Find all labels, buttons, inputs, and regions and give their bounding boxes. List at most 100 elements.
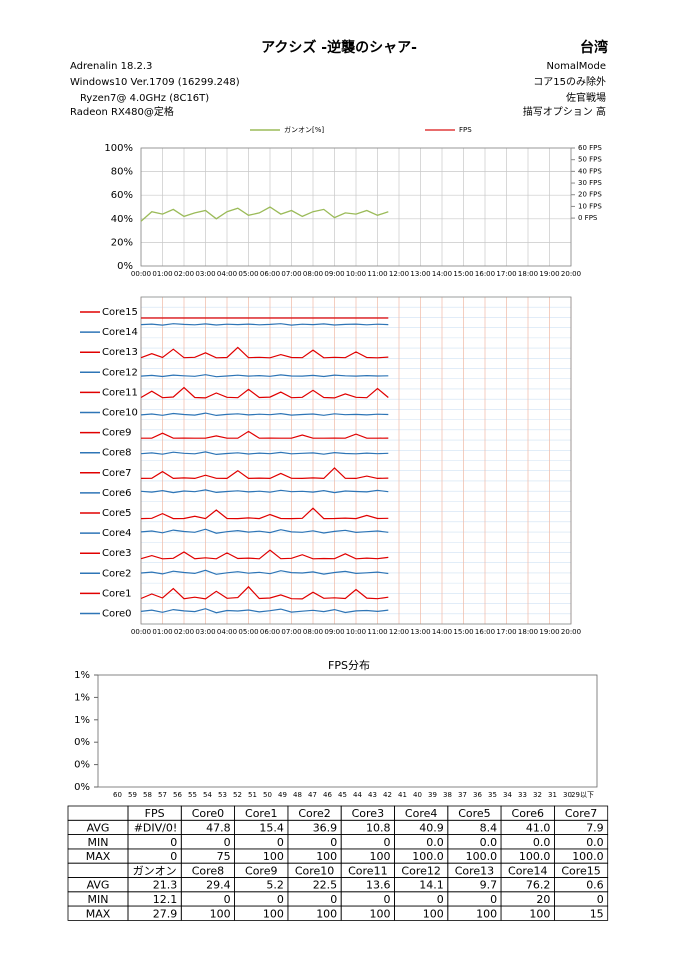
table-header: Core14 <box>508 864 547 877</box>
legend-label: Core9 <box>102 428 132 439</box>
table-cell <box>67 862 129 878</box>
x-tick-label: 02:00 <box>174 628 194 636</box>
table-value: 0 <box>277 893 284 906</box>
y2-tick-label: 50 FPS <box>578 156 602 164</box>
x-tick-label: 16:00 <box>475 628 495 636</box>
y-tick-label: 100% <box>104 143 133 154</box>
x-tick-label: 05:00 <box>238 628 258 636</box>
x-tick-label: 39 <box>428 791 437 799</box>
x-tick-label: 54 <box>203 791 212 799</box>
table-value: MIN <box>88 836 109 849</box>
table-value: 27.9 <box>153 907 178 920</box>
plot-frame <box>140 147 572 267</box>
table-header: Core6 <box>512 807 544 820</box>
y2-tick-label: 30 FPS <box>578 179 602 187</box>
x-tick-label: 44 <box>353 791 362 799</box>
x-tick-label: 16:00 <box>475 270 495 278</box>
x-tick-label: 05:00 <box>238 270 258 278</box>
y2-tick-label: 0 FPS <box>578 214 598 222</box>
x-tick-label: 15:00 <box>453 270 473 278</box>
x-tick-label: 20:00 <box>561 270 581 278</box>
setting: 佐官戦場 <box>566 91 606 104</box>
table-header: Core7 <box>565 807 597 820</box>
x-tick-label: 12:00 <box>389 628 409 636</box>
y-tick-label: 20% <box>111 237 133 248</box>
table-value: 100.0 <box>412 850 444 863</box>
x-tick-label: 40 <box>413 791 422 799</box>
table-value: 100 <box>263 850 284 863</box>
x-tick-label: 42 <box>383 791 392 799</box>
core-line <box>140 528 389 534</box>
x-tick-label: 32 <box>533 791 542 799</box>
table-header: Core2 <box>298 807 330 820</box>
setting: コア15のみ除外 <box>533 75 606 88</box>
table-header: Core12 <box>401 864 440 877</box>
table-value: AVG <box>87 879 110 892</box>
x-tick-label: 41 <box>398 791 407 799</box>
x-tick-label: 09:00 <box>324 628 344 636</box>
x-tick-label: 11:00 <box>367 270 387 278</box>
y2-tick-label: 20 FPS <box>578 191 602 199</box>
y-tick-label: 1% <box>74 670 90 681</box>
table-value: AVG <box>87 821 110 834</box>
legend-label: Core3 <box>102 548 132 559</box>
x-tick-label: 36 <box>473 791 482 799</box>
x-tick-label: 14:00 <box>432 270 452 278</box>
table-value: 0 <box>330 836 337 849</box>
table-value: 0.0 <box>586 836 604 849</box>
table-value: 100 <box>316 907 337 920</box>
x-tick-label: 00:00 <box>131 628 151 636</box>
table-value: 100 <box>370 850 391 863</box>
table-header: Core3 <box>352 807 384 820</box>
x-tick-label: 09:00 <box>324 270 344 278</box>
table-value: 0 <box>597 893 604 906</box>
table-value: 14.1 <box>419 879 444 892</box>
table-header: Core0 <box>192 807 224 820</box>
table-value: 7.9 <box>586 821 604 834</box>
x-tick-label: 06:00 <box>260 270 280 278</box>
x-tick-label: 11:00 <box>367 628 387 636</box>
table-cell <box>67 805 129 821</box>
table-value: MIN <box>88 893 109 906</box>
core-line <box>141 430 389 439</box>
x-tick-label: 18:00 <box>518 270 538 278</box>
y-tick-label: 0% <box>74 737 90 748</box>
y2-tick-label: 40 FPS <box>578 167 602 175</box>
core-line <box>140 346 389 359</box>
chart-title: FPS分布 <box>328 659 370 672</box>
spec: Adrenalin 18.2.3 <box>70 61 152 72</box>
table-value: 47.8 <box>206 821 231 834</box>
legend-label: Core4 <box>102 528 132 539</box>
x-tick-label: 20:00 <box>561 628 581 636</box>
setting: 描写オプション 高 <box>523 105 606 118</box>
table-value: 0.0 <box>480 836 498 849</box>
table-value: 0 <box>277 836 284 849</box>
table-value: 100 <box>316 850 337 863</box>
table-value: 0 <box>437 893 444 906</box>
table-value: 0 <box>384 893 391 906</box>
table-header: ガンオン <box>133 864 177 877</box>
x-tick-label: 30 <box>563 791 572 799</box>
table-header: Core9 <box>245 864 277 877</box>
table-value: 0.0 <box>426 836 444 849</box>
core-line <box>140 374 389 378</box>
x-tick-label: 10:00 <box>346 628 366 636</box>
table-value: 0 <box>490 893 497 906</box>
table-value: 41.0 <box>526 821 551 834</box>
table-header: Core4 <box>405 807 437 820</box>
core-line <box>140 451 389 456</box>
x-tick-label: 60 <box>113 791 122 799</box>
x-tick-label: 46 <box>323 791 332 799</box>
table-header: Core1 <box>245 807 277 820</box>
table-value: 12.1 <box>153 893 178 906</box>
core-line <box>140 323 389 326</box>
setting: NomalMode <box>547 61 607 72</box>
x-tick-label: 56 <box>173 791 182 799</box>
table-value: 76.2 <box>526 879 551 892</box>
table-value: 10.8 <box>366 821 391 834</box>
core-line <box>140 569 389 575</box>
x-tick-label: 45 <box>338 791 347 799</box>
legend-label: Core11 <box>102 387 138 398</box>
table-value: 100 <box>423 907 444 920</box>
